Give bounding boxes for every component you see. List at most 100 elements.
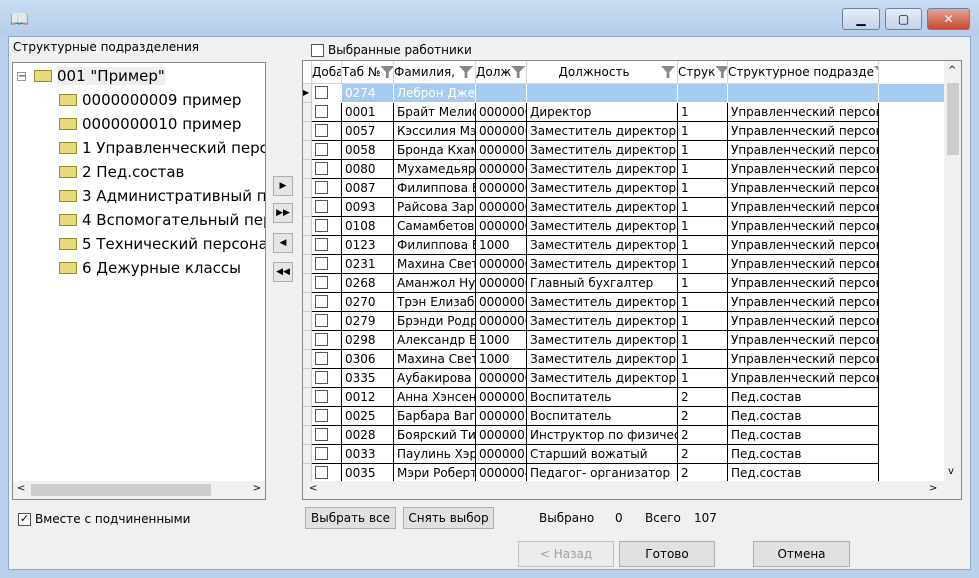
add-checkbox-cell[interactable] <box>312 369 342 388</box>
add-checkbox-cell[interactable] <box>312 255 342 274</box>
add-checkbox-cell[interactable] <box>312 217 342 236</box>
add-checkbox[interactable] <box>315 86 328 99</box>
add-checkbox-cell[interactable] <box>312 407 342 426</box>
add-checkbox-cell[interactable] <box>312 293 342 312</box>
add-checkbox[interactable] <box>315 371 328 384</box>
add-checkbox[interactable] <box>315 257 328 270</box>
column-header[interactable]: Доба <box>312 61 342 84</box>
table-row[interactable]: ▶ 0274 Леброн Джей <box>303 84 945 103</box>
cancel-button[interactable]: Отмена <box>753 541 850 567</box>
add-checkbox-cell[interactable] <box>312 198 342 217</box>
collapse-icon[interactable]: − <box>17 70 27 82</box>
add-checkbox[interactable] <box>315 466 328 479</box>
minimize-button[interactable]: ▁ <box>842 8 880 30</box>
add-checkbox[interactable] <box>315 428 328 441</box>
scroll-left-icon[interactable]: < <box>17 483 26 494</box>
add-checkbox-cell[interactable] <box>312 331 342 350</box>
scroll-thumb[interactable] <box>31 484 211 496</box>
filter-icon[interactable] <box>459 66 473 78</box>
table-row[interactable]: 0108Самамбетова0000000Заместитель директ… <box>303 217 945 236</box>
add-checkbox[interactable] <box>315 295 328 308</box>
done-button[interactable]: Готово <box>619 541 715 567</box>
back-button[interactable]: < Назад <box>518 541 614 567</box>
column-header[interactable]: Долж <box>476 61 527 84</box>
tree-item[interactable]: 0000000010 пример <box>59 113 241 135</box>
add-checkbox[interactable] <box>315 333 328 346</box>
add-checkbox[interactable] <box>315 238 328 251</box>
add-checkbox-cell[interactable] <box>312 464 342 483</box>
add-checkbox[interactable] <box>315 219 328 232</box>
tree-item[interactable]: 4 Вспомогательный пер <box>59 209 265 231</box>
deselect-button[interactable]: Снять выбор <box>403 507 494 529</box>
column-header[interactable]: Должность <box>527 61 678 84</box>
column-header[interactable]: Структурное подразде <box>728 61 879 84</box>
add-checkbox-cell[interactable] <box>312 122 342 141</box>
add-checkbox[interactable] <box>315 352 328 365</box>
tree-item[interactable]: 2 Пед.состав <box>59 161 184 183</box>
add-checkbox-cell[interactable] <box>312 274 342 293</box>
horizontal-scrollbar[interactable]: < > <box>303 481 961 499</box>
scroll-up-icon[interactable]: ^ <box>948 65 957 76</box>
tree-item[interactable]: 0000000009 пример <box>59 89 241 111</box>
add-checkbox[interactable] <box>315 276 328 289</box>
add-checkbox[interactable] <box>315 124 328 137</box>
move-all-right-button[interactable]: ▶▶ <box>273 203 293 223</box>
column-header[interactable]: Таб № <box>342 61 394 84</box>
move-right-button[interactable]: ▶ <box>273 176 293 196</box>
table-row[interactable]: 0123 Филиппова Е. 1000 Заместитель директор… <box>303 236 945 255</box>
scroll-right-icon[interactable]: > <box>929 483 938 494</box>
close-button[interactable]: ✕ <box>927 8 970 30</box>
add-checkbox-cell[interactable] <box>312 388 342 407</box>
tree-item[interactable]: 5 Технический персона <box>59 233 265 255</box>
tree-item[interactable]: 3 Административный п <box>59 185 265 207</box>
selected-workers-checkbox[interactable]: Выбранные работники <box>311 43 472 57</box>
add-checkbox[interactable] <box>315 143 328 156</box>
column-header[interactable]: Струк <box>678 61 728 84</box>
maximize-button[interactable]: ▢ <box>885 8 922 30</box>
employees-grid[interactable]: Доба Таб № Фамилия, Долж Должность Струк Струк… <box>302 60 962 500</box>
tree-item[interactable]: 6 Дежурные классы <box>59 257 241 279</box>
add-checkbox-cell[interactable] <box>312 312 342 331</box>
with-subordinates-checkbox[interactable]: ✓ Вместе с подчиненными <box>18 511 191 526</box>
scroll-left-icon[interactable]: < <box>309 483 318 494</box>
filter-icon[interactable] <box>873 66 878 78</box>
add-checkbox[interactable] <box>315 409 328 422</box>
add-checkbox-cell[interactable] <box>312 179 342 198</box>
tree-horizontal-scrollbar[interactable]: < > <box>13 481 265 499</box>
add-checkbox-cell[interactable] <box>312 160 342 179</box>
add-checkbox[interactable] <box>315 390 328 403</box>
add-checkbox[interactable] <box>315 447 328 460</box>
filter-icon[interactable] <box>660 66 675 78</box>
vertical-scrollbar[interactable]: ^ v <box>944 61 961 481</box>
table-row[interactable]: 0080Мухамедьяро0000000Заместитель директ… <box>303 160 945 179</box>
add-checkbox-cell[interactable] <box>312 445 342 464</box>
add-checkbox-cell[interactable] <box>312 350 342 369</box>
column-header[interactable]: Фамилия, <box>394 61 476 84</box>
department-tree[interactable]: − 001 "Пример" 0000000009 пример 00000000… <box>12 62 266 500</box>
tree-root[interactable]: − 001 "Пример" <box>17 67 165 85</box>
filter-icon[interactable] <box>715 66 727 78</box>
add-checkbox[interactable] <box>315 181 328 194</box>
add-checkbox-cell[interactable] <box>312 141 342 160</box>
table-row[interactable]: 0306 Махина Свет. 1000 Заместитель директор… <box>303 350 945 369</box>
move-all-left-button[interactable]: ◀◀ <box>273 262 293 282</box>
table-row[interactable]: 0298 Александр Бо 1000 Заместитель директор… <box>303 331 945 350</box>
add-checkbox[interactable] <box>315 162 328 175</box>
add-checkbox[interactable] <box>315 200 328 213</box>
filter-icon[interactable] <box>380 66 393 78</box>
move-left-button[interactable]: ◀ <box>273 233 293 253</box>
tree-item[interactable]: 1 Управленческий персо <box>59 137 265 159</box>
add-checkbox-cell[interactable] <box>312 236 342 255</box>
scroll-right-icon[interactable]: > <box>252 483 261 494</box>
